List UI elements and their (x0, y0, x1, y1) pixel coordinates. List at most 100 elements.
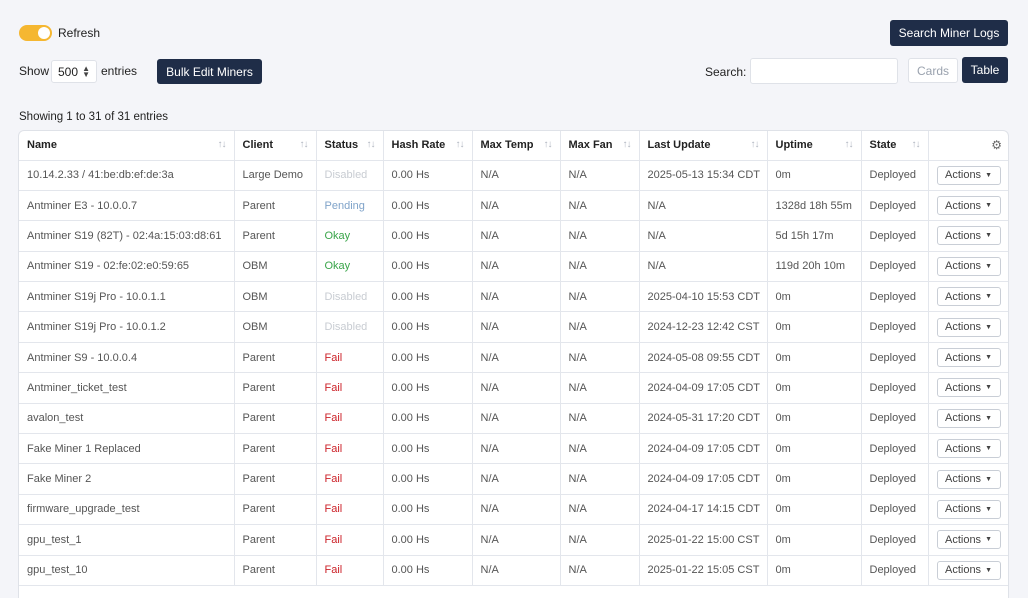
actions-button[interactable]: Actions ▼ (936, 439, 1001, 459)
entries-select-value: 500 (58, 64, 79, 79)
cell-name: avalon_test (19, 403, 235, 435)
sort-icon[interactable]: ↑↓ (622, 139, 632, 150)
actions-label: Actions (944, 169, 982, 182)
sort-icon[interactable]: ↑↓ (455, 139, 465, 150)
column-header-label: Name (27, 139, 57, 152)
cell-actions: Actions ▼ (928, 555, 1008, 586)
column-header-last-update[interactable]: Last Update ↑↓ (639, 131, 768, 161)
caret-down-icon: ▼ (985, 202, 992, 210)
search-label: Search: (705, 65, 747, 79)
actions-label: Actions (944, 229, 982, 242)
cell-state: Deployed (861, 190, 929, 222)
actions-button[interactable]: Actions ▼ (936, 469, 1001, 489)
actions-label: Actions (944, 321, 982, 334)
sort-icon[interactable]: ↑↓ (299, 139, 309, 150)
cell-update: 2024-04-17 14:15 CDT (639, 494, 768, 526)
actions-button[interactable]: Actions ▼ (936, 408, 1001, 428)
cell-actions: Actions ▼ (928, 463, 1008, 495)
cell-update: 2025-05-13 15:34 CDT (639, 160, 768, 191)
cell-state: Deployed (861, 342, 929, 374)
cell-status: Pending (316, 190, 384, 222)
actions-button[interactable]: Actions ▼ (936, 348, 1001, 368)
cell-status: Disabled (316, 281, 384, 313)
cell-temp: N/A (472, 403, 561, 435)
actions-button[interactable]: Actions ▼ (936, 317, 1001, 337)
bulk-edit-miners-button[interactable]: Bulk Edit Miners (157, 59, 262, 84)
actions-button[interactable]: Actions ▼ (936, 287, 1001, 307)
table-header-row: Name ↑↓ Client ↑↓ Status ↑↓ Hash Rate ↑↓ Max Tem… (19, 131, 1008, 161)
cell-temp: N/A (472, 251, 561, 283)
cell-state: Deployed (861, 494, 929, 526)
cell-update: N/A (639, 251, 768, 283)
cell-uptime: 0m (767, 160, 862, 191)
actions-button[interactable]: Actions ▼ (936, 378, 1001, 398)
actions-button[interactable]: Actions ▼ (936, 226, 1001, 246)
caret-down-icon: ▼ (985, 293, 992, 301)
cell-client: Large Demo (234, 160, 317, 191)
cell-actions: Actions ▼ (928, 433, 1008, 465)
cell-state: Deployed (861, 160, 929, 191)
cell-status: Fail (316, 494, 384, 526)
cell-update: 2025-01-22 15:00 CST (639, 524, 768, 556)
cell-fan: N/A (560, 524, 640, 556)
gear-icon[interactable]: ⚙ (991, 138, 1002, 153)
sort-icon[interactable]: ↑↓ (844, 139, 854, 150)
cell-temp: N/A (472, 524, 561, 556)
cell-client: Parent (234, 463, 317, 495)
actions-button[interactable]: Actions ▼ (936, 560, 1001, 580)
table-row: Antminer S19j Pro - 10.0.1.2 OBM Disabled 0… (19, 311, 1008, 343)
column-header-status[interactable]: Status ↑↓ (316, 131, 384, 161)
table-row: Fake Miner 2 Parent Fail 0.00 Hs N/A N/A 2024-… (19, 463, 1008, 495)
column-header-max-fan[interactable]: Max Fan ↑↓ (560, 131, 640, 161)
cell-hash: 0.00 Hs (383, 463, 473, 495)
sort-icon[interactable]: ↑↓ (911, 139, 921, 150)
cell-uptime: 0m (767, 555, 862, 586)
refresh-toggle[interactable] (19, 25, 52, 41)
cell-client: Parent (234, 372, 317, 404)
actions-label: Actions (944, 199, 982, 212)
actions-button[interactable]: Actions ▼ (936, 165, 1001, 185)
caret-down-icon: ▼ (985, 414, 992, 422)
cell-hash: 0.00 Hs (383, 555, 473, 586)
column-header-label: Hash Rate (391, 139, 446, 152)
column-header-hash-rate[interactable]: Hash Rate ↑↓ (383, 131, 473, 161)
column-header-max-temp[interactable]: Max Temp ↑↓ (472, 131, 561, 161)
cell-update: 2024-04-09 17:05 CDT (639, 433, 768, 465)
sort-icon[interactable]: ↑↓ (750, 139, 760, 150)
table-view-button[interactable]: Table (962, 57, 1008, 83)
sort-icon[interactable]: ↑↓ (543, 139, 553, 150)
cell-client: Parent (234, 190, 317, 222)
cards-view-button[interactable]: Cards (908, 58, 958, 83)
cell-hash: 0.00 Hs (383, 311, 473, 343)
cell-update: 2025-04-10 15:53 CDT (639, 281, 768, 313)
cell-state: Deployed (861, 433, 929, 465)
column-header-state[interactable]: State ↑↓ (861, 131, 929, 161)
entries-select[interactable]: 500 ▲ ▼ (51, 60, 97, 83)
cell-fan: N/A (560, 311, 640, 343)
actions-button[interactable]: Actions ▼ (936, 256, 1001, 276)
cell-temp: N/A (472, 311, 561, 343)
caret-down-icon: ▼ (985, 384, 992, 392)
cell-status: Fail (316, 433, 384, 465)
actions-label: Actions (944, 260, 982, 273)
sort-icon[interactable]: ↑↓ (217, 139, 227, 150)
cell-state: Deployed (861, 372, 929, 404)
sort-icon[interactable]: ↑↓ (366, 139, 376, 150)
column-header-label: Client (242, 139, 274, 152)
search-input[interactable] (750, 58, 898, 84)
actions-button[interactable]: Actions ▼ (936, 499, 1001, 519)
cell-temp: N/A (472, 555, 561, 586)
cell-name: 10.14.2.33 / 41:be:db:ef:de:3a (19, 160, 235, 191)
column-header-uptime[interactable]: Uptime ↑↓ (767, 131, 862, 161)
column-header-name[interactable]: Name ↑↓ (19, 131, 235, 161)
cell-status: Okay (316, 220, 384, 252)
search-miner-logs-button[interactable]: Search Miner Logs (890, 20, 1008, 46)
cell-client: Parent (234, 524, 317, 556)
actions-button[interactable]: Actions ▼ (936, 196, 1001, 216)
column-header-label: Status (324, 139, 359, 152)
actions-button[interactable]: Actions ▼ (936, 530, 1001, 550)
actions-label: Actions (944, 503, 982, 516)
column-header-client[interactable]: Client ↑↓ (234, 131, 317, 161)
cell-hash: 0.00 Hs (383, 372, 473, 404)
cell-name: Antminer_ticket_test (19, 372, 235, 404)
